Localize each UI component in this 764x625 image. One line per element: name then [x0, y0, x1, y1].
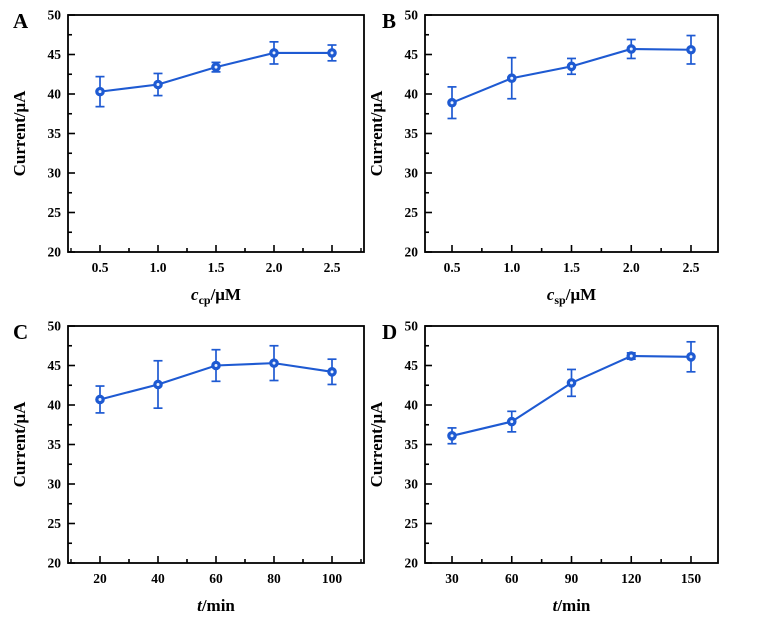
- chart-a: 20 25 30 35 40 45 50 0.5 1.0 1.5 2.0 2.5 ccp/μM Curre…: [10, 8, 365, 307]
- x-tick-label: 1.5: [208, 260, 225, 275]
- y-tick-label: 50: [48, 8, 62, 23]
- data-point-highlight: [272, 361, 276, 365]
- data-point-highlight: [689, 48, 693, 52]
- panel-label-c: C: [13, 320, 29, 344]
- y-axis-title: Current/μA: [367, 401, 386, 488]
- x-tick-label: 80: [267, 571, 281, 586]
- y-tick-label: 20: [405, 245, 419, 260]
- y-tick-label: 35: [48, 126, 62, 141]
- y-tick-label: 45: [48, 358, 62, 373]
- x-tick-label: 0.5: [444, 260, 461, 275]
- x-tick-label: 2.5: [683, 260, 700, 275]
- x-tick-label: 90: [565, 571, 579, 586]
- x-tick-label: 60: [209, 571, 223, 586]
- data-point-highlight: [214, 364, 218, 367]
- data-point-highlight: [330, 370, 334, 374]
- chart-b: 20 25 30 35 40 45 50 0.5 1.0 1.5 2.0 2.5 csp/μM Curre…: [367, 8, 719, 307]
- x-tick-label: 1.5: [563, 260, 580, 275]
- x-tick-label: 2.5: [324, 260, 341, 275]
- data-point-highlight: [629, 354, 633, 358]
- y-tick-label: 30: [405, 477, 419, 492]
- y-tick-label: 50: [405, 319, 419, 334]
- x-tick-label: 100: [322, 571, 343, 586]
- x-tick-label: 120: [621, 571, 642, 586]
- y-tick-label: 45: [405, 47, 419, 62]
- x-tick-label: 1.0: [150, 260, 167, 275]
- data-point-highlight: [570, 64, 573, 68]
- x-tick-label: 40: [151, 571, 165, 586]
- y-tick-label: 20: [48, 245, 62, 260]
- data-point-highlight: [450, 101, 454, 105]
- x-tick-label: 2.0: [623, 260, 640, 275]
- x-tick-label: 30: [445, 571, 459, 586]
- x-tick-label: 60: [505, 571, 519, 586]
- y-tick-label: 35: [405, 437, 419, 452]
- y-tick-label: 45: [48, 47, 62, 62]
- data-point-highlight: [156, 382, 160, 386]
- y-tick-label: 30: [405, 166, 419, 181]
- x-tick-label: 0.5: [92, 260, 109, 275]
- y-tick-label: 30: [48, 477, 62, 492]
- y-axis-title: Current/μA: [10, 90, 29, 177]
- data-point-highlight: [330, 51, 334, 55]
- data-point-highlight: [98, 90, 102, 94]
- y-tick-label: 40: [48, 398, 62, 413]
- plot-frame: [67, 14, 365, 253]
- y-tick-label: 30: [48, 166, 62, 181]
- chart-d: 20 25 30 35 40 45 50 30 60 90 120 150 t/min Current/μ…: [367, 319, 719, 615]
- data-point-highlight: [272, 51, 276, 55]
- y-tick-label: 25: [48, 205, 62, 220]
- data-point-highlight: [450, 434, 454, 438]
- panel-label-d: D: [382, 320, 398, 344]
- y-tick-label: 25: [405, 205, 419, 220]
- x-tick-label: 1.0: [503, 260, 520, 275]
- y-tick-label: 25: [48, 516, 62, 531]
- y-tick-label: 50: [405, 8, 419, 23]
- y-tick-label: 20: [48, 556, 62, 571]
- y-axis-title: Current/μA: [367, 90, 386, 177]
- data-point-highlight: [214, 65, 218, 69]
- panel-label-b: B: [382, 9, 397, 33]
- data-point-highlight: [689, 355, 693, 359]
- y-tick-label: 40: [405, 87, 419, 102]
- x-axis-title: t/min: [197, 596, 235, 615]
- data-point-highlight: [510, 76, 514, 80]
- y-tick-label: 40: [48, 87, 62, 102]
- x-axis-title: ccp/μM: [191, 285, 241, 307]
- data-point-highlight: [98, 397, 102, 401]
- y-tick-label: 35: [405, 126, 419, 141]
- data-point-highlight: [156, 83, 160, 87]
- data-point-highlight: [510, 420, 514, 424]
- data-line: [451, 47, 692, 104]
- y-axis-title: Current/μA: [10, 401, 29, 488]
- data-point-highlight: [570, 381, 573, 385]
- y-tick-label: 50: [48, 319, 62, 334]
- x-axis-title: t/min: [553, 596, 591, 615]
- x-tick-label: 20: [93, 571, 107, 586]
- x-tick-label: 2.0: [266, 260, 283, 275]
- plot-frame: [424, 325, 719, 564]
- y-tick-label: 25: [405, 516, 419, 531]
- x-axis-title: csp/μM: [547, 285, 596, 307]
- chart-c: 20 25 30 35 40 45 50 20 40 60 80 100 t/min Current/μA: [10, 319, 365, 615]
- data-point-highlight: [629, 47, 633, 51]
- y-tick-label: 35: [48, 437, 62, 452]
- y-tick-label: 40: [405, 398, 419, 413]
- panel-label-a: A: [13, 9, 29, 33]
- y-tick-label: 45: [405, 358, 419, 373]
- y-tick-label: 20: [405, 556, 419, 571]
- x-tick-label: 150: [681, 571, 702, 586]
